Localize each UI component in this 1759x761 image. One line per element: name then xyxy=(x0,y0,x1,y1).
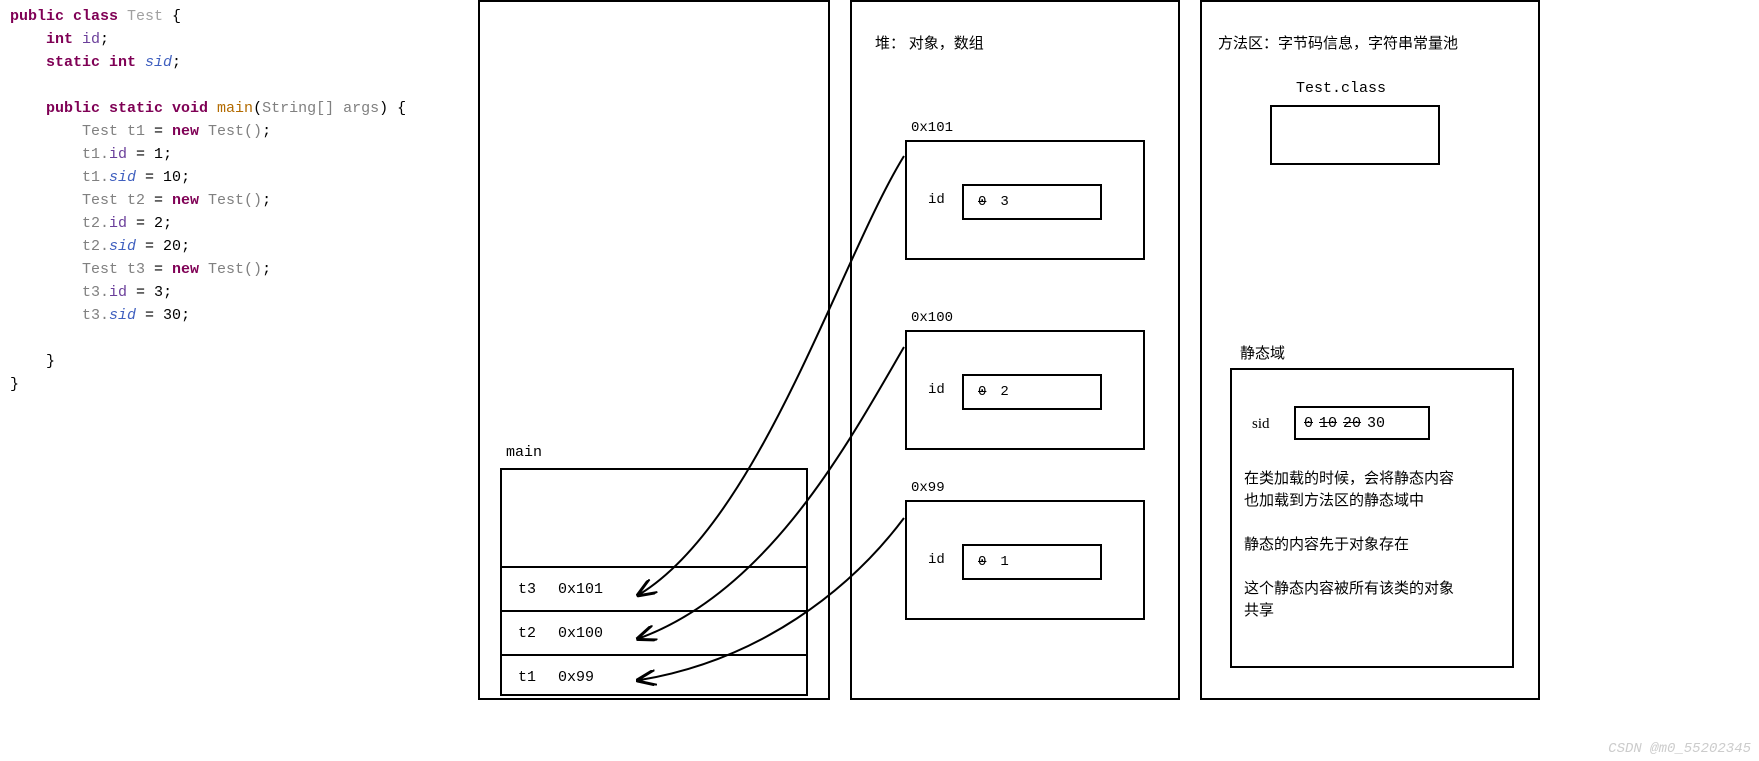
method-area-title: 方法区：字节码信息，字符串常量池 xyxy=(1218,32,1458,53)
heap-title: 堆： 对象，数组 xyxy=(875,32,984,53)
code-block: public class Test {int id;static int sid… xyxy=(10,5,406,396)
class-label: Test.class xyxy=(1296,80,1386,97)
stack-row-t3: t30x101 xyxy=(502,566,806,610)
stack-main-frame: t30x101t20x100t10x99 xyxy=(500,468,808,696)
heap-address: 0x100 xyxy=(911,310,953,326)
id-field-box: 01 xyxy=(962,544,1102,580)
stack-row-t2: t20x100 xyxy=(502,610,806,654)
sid-value-box: 0102030 xyxy=(1294,406,1430,440)
watermark: CSDN @m0_55202345 xyxy=(1608,741,1751,757)
heap-address: 0x101 xyxy=(911,120,953,136)
sid-label: sid xyxy=(1252,416,1270,433)
heap-address: 0x99 xyxy=(911,480,945,496)
static-area-label: 静态域 xyxy=(1240,342,1285,363)
id-field-box: 03 xyxy=(962,184,1102,220)
class-box xyxy=(1270,105,1440,165)
id-field-box: 02 xyxy=(962,374,1102,410)
id-label: id xyxy=(928,192,945,208)
stack-row-t1: t10x99 xyxy=(502,654,806,698)
stack-main-label: main xyxy=(506,444,542,461)
id-label: id xyxy=(928,552,945,568)
id-label: id xyxy=(928,382,945,398)
static-notes: 在类加载的时候，会将静态内容也加载到方法区的静态域中 静态的内容先于对象存在 这… xyxy=(1244,468,1454,622)
